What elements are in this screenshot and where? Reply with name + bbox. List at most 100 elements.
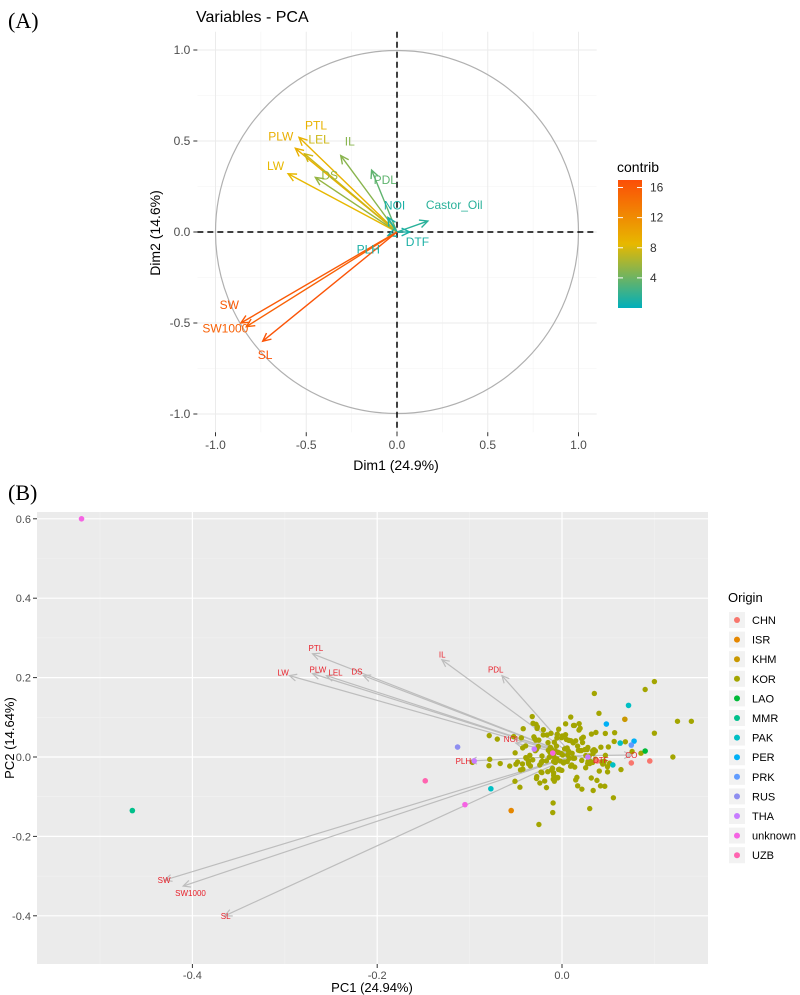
variable-label-sw1000: SW1000 <box>202 322 248 336</box>
panel-b-y-tick-label: -0.4 <box>12 911 31 923</box>
sample-point-kor <box>512 778 518 784</box>
sample-point-kor <box>579 786 585 792</box>
legend-swatch-uzb <box>734 852 740 859</box>
variable-label-sw: SW <box>220 298 240 312</box>
sample-point-kor <box>533 737 539 743</box>
sample-point-chn <box>594 758 600 764</box>
variable-label-plh: PLH <box>357 243 380 257</box>
sample-point-kor <box>507 763 513 769</box>
sample-point-kor <box>598 759 605 765</box>
sample-point-kor <box>642 686 648 693</box>
legend-label-rus: RUS <box>752 791 775 803</box>
sample-point-kor <box>574 743 581 749</box>
variable-arrow-sl <box>262 231 398 342</box>
variable-label-ds: DS <box>321 168 338 182</box>
sample-point-kor <box>604 769 611 775</box>
sample-point-kor <box>572 764 578 770</box>
loading-label-sl: SL <box>221 912 231 921</box>
panel-b-y-tick-label: -0.2 <box>12 831 31 843</box>
sample-point-kor <box>563 736 570 743</box>
variable-label-lw: LW <box>267 159 285 173</box>
variable-arrowhead-dtf <box>401 227 412 237</box>
sample-point-kor <box>582 765 589 771</box>
sample-point-kor <box>550 809 556 816</box>
sample-point-pak <box>610 762 616 768</box>
variable-arrowhead-ptl <box>297 136 308 147</box>
loading-label-lw: LW <box>277 669 289 678</box>
loading-arrow-il <box>441 659 574 757</box>
contrib-legend-tick-label: 4 <box>650 271 657 285</box>
variable-label-plw: PLW <box>268 129 294 143</box>
loading-arrowhead-co <box>623 751 633 760</box>
contrib-legend-tick-label: 12 <box>650 211 664 225</box>
loading-arrow-sw <box>164 755 574 881</box>
sample-point-kor <box>587 758 593 765</box>
loading-arrowhead-noi <box>514 740 524 749</box>
sample-point-unknown <box>549 750 556 756</box>
sample-point-kor <box>566 755 573 761</box>
sample-point-kor <box>602 730 609 737</box>
panel-b-y-tick-label: 0.0 <box>16 752 31 764</box>
legend-label-uzb: UZB <box>752 850 774 862</box>
sample-point-kor <box>577 725 583 731</box>
legend-label-prk: PRK <box>752 772 775 784</box>
sample-point-kor <box>588 775 594 781</box>
pca-variables-chart: PTL PLW LEL IL LW DS PDL NOI Castor_Oil DTF PLH SW S… <box>147 9 664 473</box>
sample-point-kor <box>540 732 546 738</box>
panel-b-x-tick-label: -0.4 <box>183 970 202 982</box>
panel-a-y-tick-label: 1.0 <box>174 43 191 57</box>
sample-point-kor <box>629 748 635 755</box>
legend-label-mmr: MMR <box>752 713 778 725</box>
panel-b-x-tick-label: 0.0 <box>554 970 569 982</box>
panel-a-variable-labels: PTL PLW LEL IL LW DS PDL NOI Castor_Oil DTF PLH SW S… <box>202 118 482 362</box>
sample-point-kor <box>537 762 543 768</box>
sample-point-kor <box>529 713 535 720</box>
legend-swatch-pak <box>734 734 740 741</box>
sample-point-kor <box>530 720 536 726</box>
panel-a-y-tick-label: 0.5 <box>174 134 191 148</box>
sample-point-tha <box>531 746 538 752</box>
legend-label-kor: KOR <box>752 674 776 686</box>
sample-point-kor <box>580 734 586 740</box>
sample-point-kor <box>596 710 602 717</box>
sample-point-kor <box>486 732 492 739</box>
loading-arrowhead-pdl <box>501 674 510 684</box>
loading-arrowhead-ds <box>362 674 372 682</box>
panel-a-y-axis-label: Dim2 (14.6%) <box>147 190 163 276</box>
sample-point-kor <box>550 776 556 782</box>
sample-point-kor <box>674 718 681 724</box>
variable-arrow-sw1000 <box>245 231 398 328</box>
panel-a-x-tick-label: 1.0 <box>570 438 587 452</box>
panel-b-sample-points <box>78 516 695 828</box>
legend-swatch-rus <box>734 793 740 800</box>
sample-point-uzb <box>422 778 429 784</box>
legend-swatch-unknown <box>734 832 740 839</box>
variable-arrow-pdl <box>370 169 398 233</box>
panel-b-x-tick-label: -0.2 <box>368 970 387 982</box>
sample-point-kor <box>594 777 600 784</box>
panel-b-x-axis-label: PC1 (24.94%) <box>331 980 413 995</box>
sample-point-kor <box>559 752 566 758</box>
sample-point-kor <box>517 784 523 790</box>
variable-arrow-ds <box>314 176 398 233</box>
variable-label-noi: NOI <box>384 198 405 212</box>
panel-a-x-tick-label: -1.0 <box>205 438 226 452</box>
sample-point-kor <box>554 775 561 781</box>
legend-swatch-khm <box>734 656 740 663</box>
loading-label-noi: NOI <box>504 735 518 744</box>
sample-point-kor <box>610 795 617 801</box>
variable-arrowhead-plh <box>386 228 397 237</box>
variable-arrow-lw <box>287 173 398 233</box>
sample-point-rus <box>454 744 461 750</box>
loading-label-dtf: DTF <box>593 756 609 765</box>
variable-arrow-ptl <box>298 136 398 233</box>
variable-label-il: IL <box>345 135 355 149</box>
panel-a-ticks: -1.0 -0.5 0.0 0.5 1.0 -1.0 -0.5 0.0 0.5 1.0 <box>170 43 588 452</box>
loading-arrowhead-lw <box>288 673 298 682</box>
loading-label-ptl: PTL <box>309 644 324 653</box>
sample-point-kor <box>604 763 611 770</box>
variable-arrow-noi <box>387 217 398 233</box>
sample-point-kor <box>568 714 574 720</box>
sample-point-kor <box>590 787 596 794</box>
panel-a-title: Variables - PCA <box>196 9 309 26</box>
